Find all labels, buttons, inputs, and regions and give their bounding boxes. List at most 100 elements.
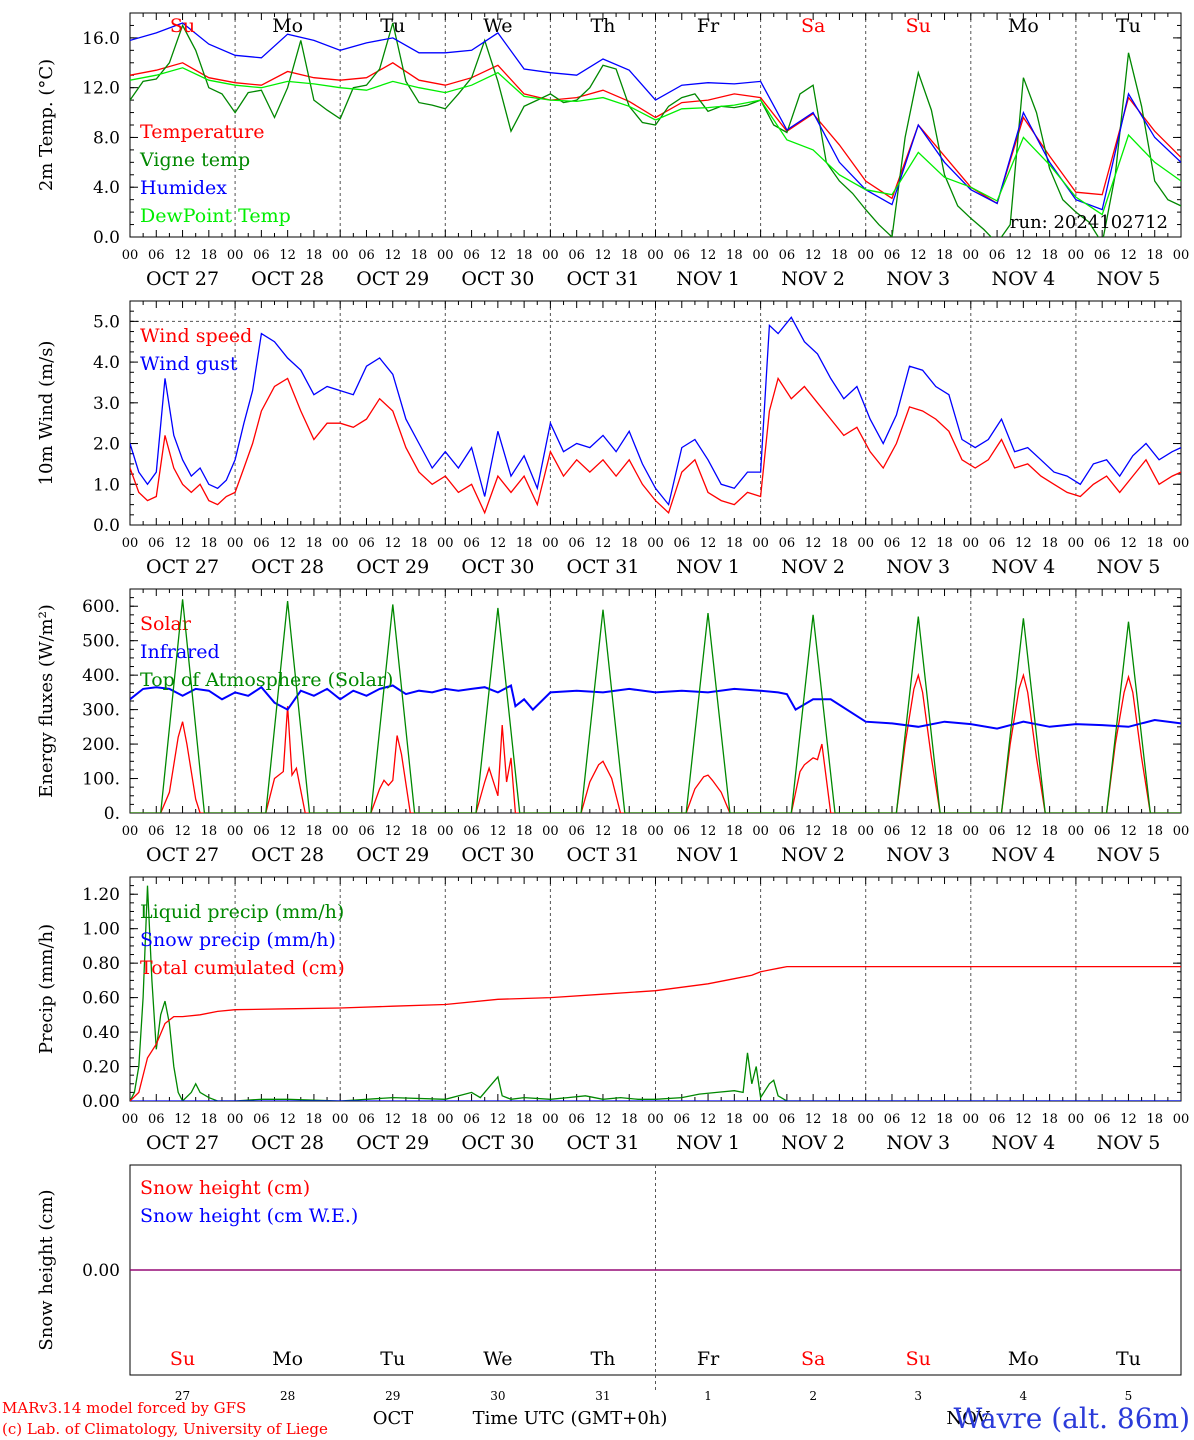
y-tick-label: 400. [82, 666, 120, 686]
hour-tick-label: 18 [831, 248, 848, 263]
weekday-label-top: Mo [272, 15, 303, 37]
day-number-label: 27 [175, 1389, 190, 1403]
hour-tick-label: 00 [332, 248, 349, 263]
hour-tick-label: 12 [174, 536, 191, 551]
date-label: OCT 27 [146, 844, 219, 866]
hour-tick-label: 06 [779, 824, 796, 839]
y-tick-label: 8.0 [93, 128, 120, 148]
date-label: OCT 29 [356, 556, 429, 578]
hour-tick-label: 18 [1146, 536, 1163, 551]
hour-tick-label: 00 [1173, 824, 1190, 839]
weekday-label-bottom: Fr [697, 1348, 720, 1370]
y-axis-label: 2m Temp. (°C) [36, 59, 57, 191]
hour-tick-label: 18 [936, 248, 953, 263]
weekday-label-top: Th [590, 15, 615, 37]
date-label: NOV 5 [1097, 268, 1161, 290]
hour-tick-label: 06 [989, 1112, 1006, 1127]
date-label: NOV 4 [991, 844, 1055, 866]
footer-month-oct: OCT [373, 1408, 414, 1429]
hour-tick-label: 06 [148, 824, 165, 839]
date-label: NOV 1 [676, 844, 740, 866]
hour-tick-label: 18 [306, 536, 323, 551]
hour-tick-label: 18 [726, 248, 743, 263]
hour-tick-label: 00 [1068, 1112, 1085, 1127]
panel-3: 0. 100. 200. 300. 400. 500. 600. Energy fluxes … [36, 588, 1190, 866]
hour-tick-label: 12 [1120, 248, 1137, 263]
hour-tick-label: 00 [1173, 1112, 1190, 1127]
hour-tick-label: 00 [963, 536, 980, 551]
weekday-label-bottom: Su [906, 1348, 931, 1370]
date-label: NOV 3 [886, 556, 950, 578]
hour-tick-label: 18 [621, 536, 638, 551]
day-number-label: 31 [595, 1389, 610, 1403]
hour-tick-label: 18 [306, 1112, 323, 1127]
weekday-label-bottom: Mo [1008, 1348, 1039, 1370]
hour-tick-label: 18 [1041, 1112, 1058, 1127]
hour-tick-label: 12 [700, 248, 717, 263]
hour-tick-label: 12 [1015, 824, 1032, 839]
y-tick-label: 0.80 [82, 954, 120, 974]
hour-tick-label: 06 [148, 536, 165, 551]
hour-tick-label: 06 [568, 1112, 585, 1127]
hour-tick-label: 00 [857, 536, 874, 551]
hour-tick-label: 06 [1094, 248, 1111, 263]
hour-tick-label: 06 [1094, 536, 1111, 551]
day-number-label: 29 [385, 1389, 400, 1403]
hour-tick-label: 00 [752, 536, 769, 551]
y-tick-label: 300. [82, 701, 120, 721]
y-axis-label: Energy fluxes (W/m²) [36, 604, 57, 798]
panel-2: 0.0 1.0 2.0 3.0 4.0 5.0 10m Wind (m/s) Wind spe… [36, 300, 1189, 578]
hour-tick-label: 00 [1068, 536, 1085, 551]
weekday-label-top: Tu [1116, 15, 1141, 37]
hour-tick-label: 18 [1041, 824, 1058, 839]
hour-tick-label: 18 [1146, 248, 1163, 263]
hour-tick-label: 00 [647, 536, 664, 551]
date-label: OCT 30 [461, 844, 534, 866]
y-tick-label: 4.0 [93, 178, 120, 198]
legend-entry: Wind gust [140, 353, 238, 375]
y-tick-label: 4.0 [93, 353, 120, 373]
date-label: OCT 30 [461, 268, 534, 290]
hour-tick-label: 06 [358, 536, 375, 551]
hour-tick-label: 00 [963, 248, 980, 263]
hour-tick-label: 06 [779, 536, 796, 551]
hour-tick-label: 00 [647, 248, 664, 263]
panel-5: 0.00 Snow height (cm) Snow height (cm) Snow… [36, 1164, 1182, 1390]
hour-tick-label: 06 [779, 1112, 796, 1127]
y-tick-label: 2.0 [93, 435, 120, 455]
hour-tick-label: 00 [752, 824, 769, 839]
hour-tick-label: 12 [490, 1112, 507, 1127]
series-line [130, 885, 1181, 1101]
hour-tick-label: 12 [805, 536, 822, 551]
hour-tick-label: 06 [463, 536, 480, 551]
hour-tick-label: 12 [595, 1112, 612, 1127]
date-label: NOV 4 [991, 268, 1055, 290]
legend-entry: Snow height (cm) [140, 1177, 310, 1199]
date-label: NOV 1 [676, 1132, 740, 1154]
hour-tick-label: 06 [463, 248, 480, 263]
hour-tick-label: 06 [989, 536, 1006, 551]
date-label: OCT 27 [146, 1132, 219, 1154]
hour-tick-label: 00 [542, 1112, 559, 1127]
hour-tick-label: 00 [1173, 248, 1190, 263]
hour-tick-label: 06 [568, 536, 585, 551]
hour-tick-label: 00 [227, 536, 244, 551]
hour-tick-label: 12 [910, 824, 927, 839]
weekday-label-top: We [483, 15, 512, 37]
series-line [130, 965, 1181, 1101]
weekday-label-bottom: Tu [1116, 1348, 1141, 1370]
hour-tick-label: 18 [411, 248, 428, 263]
hour-tick-label: 06 [253, 248, 270, 263]
hour-tick-label: 06 [884, 824, 901, 839]
series-line [130, 316, 1181, 507]
weekday-label-top: Sa [801, 15, 825, 37]
hour-tick-label: 12 [490, 824, 507, 839]
hour-tick-label: 06 [989, 248, 1006, 263]
hour-tick-label: 12 [384, 536, 401, 551]
date-label: OCT 28 [251, 1132, 324, 1154]
hour-tick-label: 18 [936, 824, 953, 839]
hour-tick-label: 12 [595, 536, 612, 551]
date-label: NOV 3 [886, 844, 950, 866]
hour-tick-label: 12 [805, 1112, 822, 1127]
series-line [130, 22, 1181, 237]
